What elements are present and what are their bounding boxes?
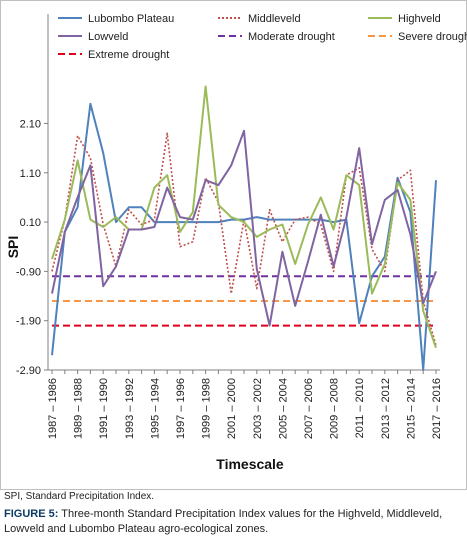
x-tick-label: 1989 – 1988 xyxy=(73,378,85,439)
legend: Lubombo Plateau Middleveld Highveld Lowveld… xyxy=(58,13,467,61)
y-tick-label: 1.10 xyxy=(20,168,41,180)
x-tick-label: 2015 – 2014 xyxy=(405,378,417,439)
spi-chart: -2.90-1.90-0.900.101.102.10 1987 – 1986 1… xyxy=(0,0,467,490)
legend-label: Lubombo Plateau xyxy=(88,13,174,25)
legend-label: Highveld xyxy=(398,13,441,25)
y-tick-label: 2.10 xyxy=(20,118,41,130)
series-line xyxy=(51,129,437,327)
y-axis-ticks: -2.90 -1.90 -0.90 0.10 1.10 2.10 xyxy=(16,118,48,377)
x-tick-label: 2011 – 2010 xyxy=(354,378,366,438)
legend-label: Moderate drought xyxy=(248,31,335,43)
x-axis-title: Timescale xyxy=(216,456,284,472)
x-tick-label: 1987 – 1986 xyxy=(47,378,59,439)
y-tick-label: -0.90 xyxy=(16,266,41,278)
x-tick-label: 2013 – 2012 xyxy=(380,378,392,439)
figure-label: FIGURE 5: xyxy=(4,508,59,520)
y-tick-label: -1.90 xyxy=(16,316,41,328)
x-tick-label: 2001 – 2000 xyxy=(226,378,238,439)
chart-frame xyxy=(0,0,467,490)
x-tick-label: 1993 – 1992 xyxy=(124,378,136,439)
y-tick-label: 0.10 xyxy=(20,217,41,229)
x-axis-ticks: 1987 – 1986 1989 – 1988 1991 – 1990 1993 – … xyxy=(47,370,443,439)
x-tick-label: 1997 – 1996 xyxy=(175,378,187,439)
x-tick-label: 1999 – 1998 xyxy=(201,378,213,439)
x-tick-label: 2005 – 2004 xyxy=(277,378,289,439)
series-line xyxy=(51,85,437,349)
figure-caption-text: Three-month Standard Precipitation Index… xyxy=(4,508,443,535)
legend-label: Extreme drought xyxy=(88,49,169,61)
x-tick-label: 2003 – 2002 xyxy=(252,378,264,439)
abbreviation-note: SPI, Standard Precipitation Index. xyxy=(4,491,155,502)
legend-label: Lowveld xyxy=(88,31,128,43)
x-tick-label: 2009 – 2008 xyxy=(329,378,341,439)
series-lines xyxy=(51,85,437,371)
x-tick-label: 1995 – 1994 xyxy=(149,378,161,439)
legend-label: Severe drought xyxy=(398,31,467,43)
y-axis-title: SPI xyxy=(5,236,21,259)
x-tick-label: 1991 – 1990 xyxy=(98,378,110,439)
y-tick-label: -2.90 xyxy=(16,365,41,377)
figure-caption: FIGURE 5: Three-month Standard Precipita… xyxy=(4,507,464,537)
x-tick-label: 2007 – 2006 xyxy=(303,378,315,439)
series-line xyxy=(51,102,437,371)
x-tick-label: 2017 – 2016 xyxy=(431,378,443,439)
legend-label: Middleveld xyxy=(248,13,301,25)
